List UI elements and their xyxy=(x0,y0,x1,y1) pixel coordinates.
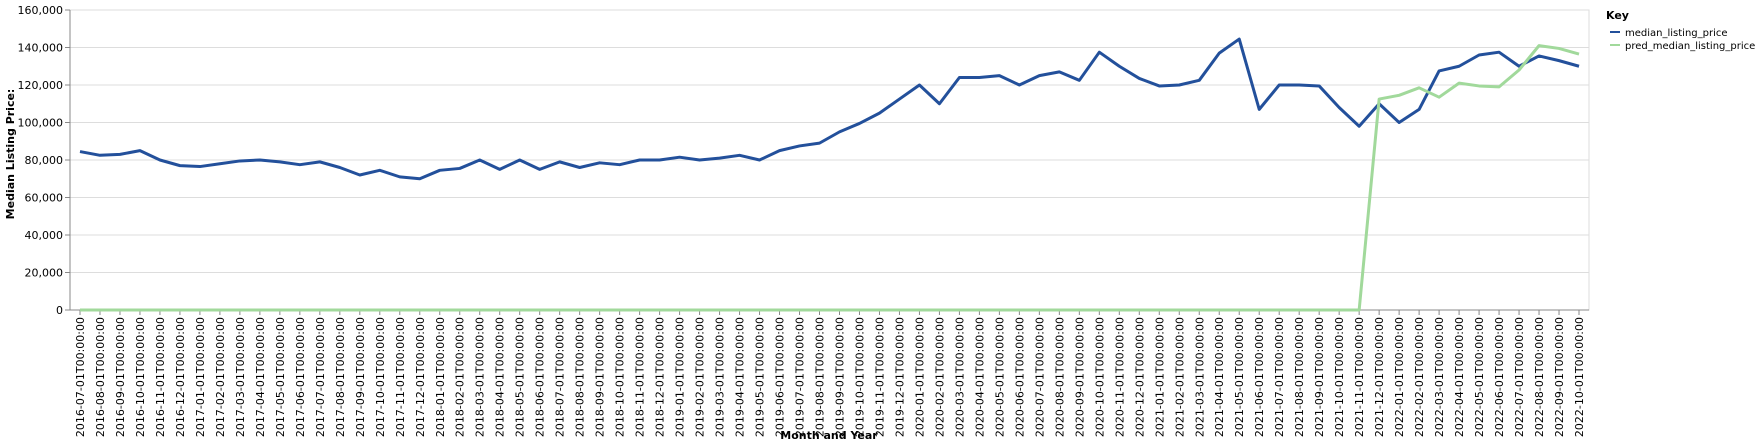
x-tick-label: 2016-07-01T00:00:00 xyxy=(74,317,87,437)
x-tick-label: 2017-05-01T00:00:00 xyxy=(274,317,287,437)
x-tick-label: 2021-09-01T00:00:00 xyxy=(1313,317,1326,437)
x-tick-label: 2021-10-01T00:00:00 xyxy=(1333,317,1346,437)
legend-title: Key xyxy=(1606,9,1629,22)
x-tick-label: 2020-01-01T00:00:00 xyxy=(913,317,926,437)
x-tick-label: 2019-01-01T00:00:00 xyxy=(674,317,687,437)
y-axis-ticks: 0 20,000 40,000 60,000 80,000 100,000 120,000 1… xyxy=(18,4,71,317)
x-tick-label: 2017-11-01T00:00:00 xyxy=(394,317,407,437)
y-axis-title: Median Listing Price: xyxy=(4,89,17,220)
x-tick-label: 2019-04-01T00:00:00 xyxy=(734,317,747,437)
x-tick-label: 2020-06-01T00:00:00 xyxy=(1013,317,1026,437)
x-axis-ticks: 2016-07-01T00:00:00 2016-08-01T00:00:00 20… xyxy=(70,309,1589,437)
x-tick-label: 2021-08-01T00:00:00 xyxy=(1293,317,1306,437)
y-tick-label: 140,000 xyxy=(18,42,64,55)
x-tick-label: 2017-09-01T00:00:00 xyxy=(354,317,367,437)
x-tick-label: 2017-01-01T00:00:00 xyxy=(194,317,207,437)
x-tick-label: 2017-12-01T00:00:00 xyxy=(414,317,427,437)
x-tick-label: 2020-02-01T00:00:00 xyxy=(933,317,946,437)
y-tick-label: 40,000 xyxy=(25,229,64,242)
x-tick-label: 2017-10-01T00:00:00 xyxy=(374,317,387,437)
x-tick-label: 2022-04-01T00:00:00 xyxy=(1453,317,1466,437)
x-tick-label: 2021-06-01T00:00:00 xyxy=(1253,317,1266,437)
x-tick-label: 2021-11-01T00:00:00 xyxy=(1353,317,1366,437)
x-tick-label: 2021-05-01T00:00:00 xyxy=(1233,317,1246,437)
x-tick-label: 2018-11-01T00:00:00 xyxy=(634,317,647,437)
y-tick-label: 0 xyxy=(56,304,63,317)
x-tick-label: 2019-08-01T00:00:00 xyxy=(814,317,827,437)
x-tick-label: 2020-04-01T00:00:00 xyxy=(973,317,986,437)
x-tick-label: 2017-08-01T00:00:00 xyxy=(334,317,347,437)
x-tick-label: 2019-05-01T00:00:00 xyxy=(754,317,767,437)
x-tick-label: 2021-01-01T00:00:00 xyxy=(1153,317,1166,437)
x-tick-label: 2018-04-01T00:00:00 xyxy=(494,317,507,437)
x-tick-label: 2018-10-01T00:00:00 xyxy=(614,317,627,437)
legend: Key median_listing_price pred_median_list… xyxy=(1606,9,1755,52)
x-tick-label: 2017-03-01T00:00:00 xyxy=(234,317,247,437)
x-tick-label: 2020-09-01T00:00:00 xyxy=(1073,317,1086,437)
x-tick-label: 2021-02-01T00:00:00 xyxy=(1173,317,1186,437)
y-tick-label: 160,000 xyxy=(18,4,64,17)
x-tick-label: 2018-08-01T00:00:00 xyxy=(574,317,587,437)
x-tick-label: 2019-12-01T00:00:00 xyxy=(893,317,906,437)
x-tick-label: 2022-02-01T00:00:00 xyxy=(1413,317,1426,437)
x-tick-label: 2020-12-01T00:00:00 xyxy=(1133,317,1146,437)
x-tick-label: 2019-02-01T00:00:00 xyxy=(694,317,707,437)
x-tick-label: 2020-10-01T00:00:00 xyxy=(1093,317,1106,437)
x-tick-label: 2021-07-01T00:00:00 xyxy=(1273,317,1286,437)
x-tick-label: 2016-08-01T00:00:00 xyxy=(94,317,107,437)
x-tick-label: 2021-12-01T00:00:00 xyxy=(1373,317,1386,437)
x-tick-label: 2022-09-01T00:00:00 xyxy=(1553,317,1566,437)
x-tick-label: 2022-03-01T00:00:00 xyxy=(1433,317,1446,437)
x-tick-label: 2016-10-01T00:00:00 xyxy=(134,317,147,437)
x-tick-label: 2020-05-01T00:00:00 xyxy=(993,317,1006,437)
series-line-pred_median_listing_price xyxy=(79,44,1580,312)
x-axis-title: Month and Year xyxy=(780,429,878,442)
x-tick-label: 2021-04-01T00:00:00 xyxy=(1213,317,1226,437)
x-tick-label: 2016-09-01T00:00:00 xyxy=(114,317,127,437)
series-lines xyxy=(79,37,1580,312)
x-tick-label: 2020-07-01T00:00:00 xyxy=(1033,317,1046,437)
x-tick-label: 2020-03-01T00:00:00 xyxy=(953,317,966,437)
x-tick-label: 2016-12-01T00:00:00 xyxy=(174,317,187,437)
x-tick-label: 2021-03-01T00:00:00 xyxy=(1193,317,1206,437)
legend-label: pred_median_listing_price xyxy=(1625,41,1755,52)
x-tick-label: 2022-08-01T00:00:00 xyxy=(1533,317,1546,437)
x-tick-label: 2022-01-01T00:00:00 xyxy=(1393,317,1406,437)
x-tick-label: 2022-06-01T00:00:00 xyxy=(1493,317,1506,437)
y-tick-label: 60,000 xyxy=(25,192,64,205)
x-tick-label: 2019-11-01T00:00:00 xyxy=(873,317,886,437)
x-tick-label: 2018-09-01T00:00:00 xyxy=(594,317,607,437)
y-tick-label: 100,000 xyxy=(18,117,64,130)
x-tick-label: 2020-11-01T00:00:00 xyxy=(1113,317,1126,437)
x-tick-label: 2020-08-01T00:00:00 xyxy=(1053,317,1066,437)
x-tick-label: 2019-06-01T00:00:00 xyxy=(774,317,787,437)
y-tick-label: 80,000 xyxy=(25,154,64,167)
x-tick-label: 2019-09-01T00:00:00 xyxy=(833,317,846,437)
x-tick-label: 2018-12-01T00:00:00 xyxy=(654,317,667,437)
x-tick-label: 2018-06-01T00:00:00 xyxy=(534,317,547,437)
x-tick-label: 2017-07-01T00:00:00 xyxy=(314,317,327,437)
x-tick-label: 2019-07-01T00:00:00 xyxy=(794,317,807,437)
x-tick-label: 2018-07-01T00:00:00 xyxy=(554,317,567,437)
series-line-median_listing_price xyxy=(79,37,1580,181)
x-tick-label: 2019-03-01T00:00:00 xyxy=(714,317,727,437)
x-tick-label: 2022-05-01T00:00:00 xyxy=(1473,317,1486,437)
y-tick-label: 120,000 xyxy=(18,79,64,92)
x-tick-label: 2017-04-01T00:00:00 xyxy=(254,317,267,437)
x-tick-label: 2018-01-01T00:00:00 xyxy=(434,317,447,437)
x-tick-label: 2022-10-01T00:00:00 xyxy=(1573,317,1586,437)
x-tick-label: 2018-05-01T00:00:00 xyxy=(514,317,527,437)
x-tick-label: 2017-06-01T00:00:00 xyxy=(294,317,307,437)
y-tick-label: 20,000 xyxy=(25,267,64,280)
x-tick-label: 2019-10-01T00:00:00 xyxy=(853,317,866,437)
x-tick-label: 2017-02-01T00:00:00 xyxy=(214,317,227,437)
x-tick-label: 2022-07-01T00:00:00 xyxy=(1513,317,1526,437)
x-tick-label: 2016-11-01T00:00:00 xyxy=(154,317,167,437)
gridlines xyxy=(69,9,1590,311)
x-tick-label: 2018-02-01T00:00:00 xyxy=(454,317,467,437)
x-tick-label: 2018-03-01T00:00:00 xyxy=(474,317,487,437)
legend-label: median_listing_price xyxy=(1625,28,1728,39)
